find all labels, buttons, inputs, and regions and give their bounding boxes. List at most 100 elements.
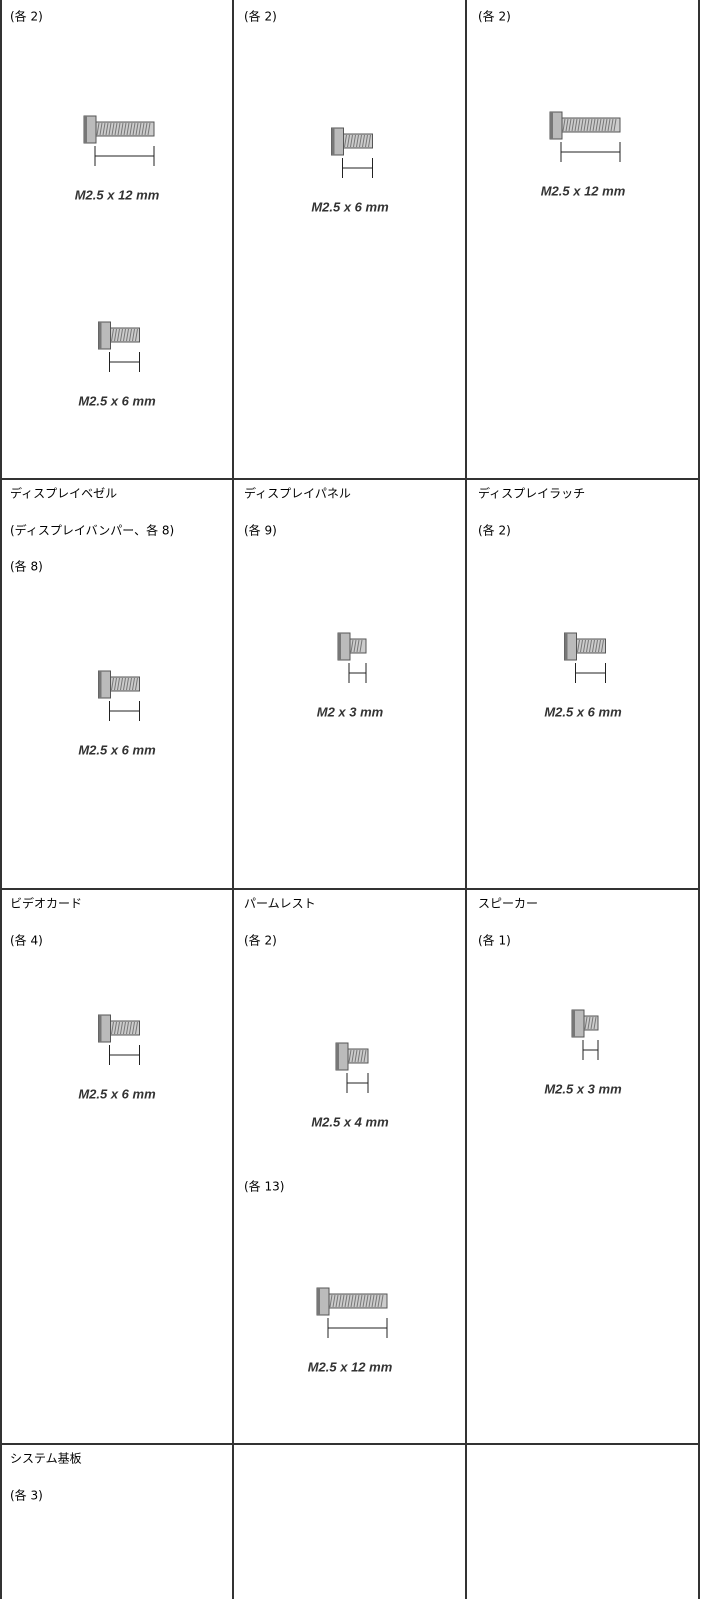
screw-icon	[335, 1042, 369, 1093]
screw-thread	[102, 122, 106, 136]
screw-thread	[138, 122, 142, 136]
screw-icon	[571, 1009, 599, 1060]
screw-thread	[126, 1021, 129, 1035]
screw-head-shade	[336, 1043, 339, 1070]
quantity-note: (各 9)	[244, 523, 277, 538]
screw-icon	[98, 321, 140, 372]
screw-head-shade	[331, 128, 335, 155]
screw-label: M2.5 x 6 mm	[311, 199, 389, 214]
screw-label: M2.5 x 6 mm	[78, 1086, 156, 1101]
screw-thread	[359, 639, 363, 653]
screw-thread	[374, 1294, 378, 1308]
cell-title: スピーカー	[478, 897, 538, 911]
screw-thread	[377, 1294, 381, 1308]
cell-title: システム基板	[10, 1452, 82, 1466]
screw-thread	[132, 328, 135, 342]
screw-label: M2.5 x 12 mm	[541, 183, 626, 198]
screw-thread	[595, 118, 599, 132]
screw-icon	[564, 632, 606, 683]
screw-thread	[144, 122, 148, 136]
screw-head-shade	[564, 633, 568, 660]
quantity-note: (各 2)	[10, 9, 43, 24]
screw-thread	[601, 118, 605, 132]
screw-label: M2.5 x 4 mm	[311, 1114, 389, 1129]
screw-thread	[356, 639, 360, 653]
screw-thread	[126, 677, 129, 691]
screw-thread	[583, 118, 587, 132]
screw-thread	[595, 639, 598, 653]
screw-icon	[337, 632, 367, 683]
cell-title: ディスプレイラッチ	[478, 486, 585, 501]
screw-thread	[589, 639, 592, 653]
quantity-note: (各 4)	[10, 933, 43, 948]
screw-thread	[348, 1049, 352, 1063]
screw-label: M2.5 x 3 mm	[544, 1081, 622, 1096]
screw-thread	[365, 134, 368, 148]
screw-thread	[120, 1021, 123, 1035]
screw-thread	[592, 639, 595, 653]
screw-thread	[610, 118, 614, 132]
quantity-note: (各 1)	[478, 933, 511, 948]
screw-thread	[335, 1294, 339, 1308]
quantity-note: (各 2)	[478, 523, 511, 538]
screw-head-shade	[338, 633, 341, 660]
quantity-note: (各 13)	[244, 1179, 284, 1194]
screw-thread	[368, 134, 371, 148]
screw-head-shade	[98, 1015, 102, 1042]
cell-title: ビデオカード	[10, 896, 82, 911]
screw-thread	[123, 122, 127, 136]
screw-thread	[365, 1294, 369, 1308]
screw-thread	[613, 118, 617, 132]
screw-head-shade	[84, 116, 87, 143]
screw-head-shade	[98, 322, 102, 349]
screw-thread	[577, 639, 580, 653]
screw-thread	[341, 1294, 345, 1308]
screw-thread	[380, 1294, 384, 1308]
screw-thread	[592, 118, 596, 132]
screw-thread	[356, 1294, 360, 1308]
screw-thread	[577, 118, 581, 132]
screw-thread	[344, 134, 347, 148]
cell-title: ディスプレイベゼル	[10, 486, 117, 501]
screw-thread	[607, 118, 611, 132]
screw-thread	[129, 1021, 132, 1035]
screw-thread	[129, 328, 132, 342]
screw-thread	[354, 1049, 358, 1063]
cell-title: パームレスト	[244, 897, 316, 911]
screw-label: M2.5 x 6 mm	[78, 393, 156, 408]
screw-thread	[359, 134, 362, 148]
screw-thread	[568, 118, 572, 132]
screw-thread	[598, 639, 601, 653]
screw-thread	[117, 1021, 120, 1035]
screw-thread	[117, 122, 121, 136]
screw-thread	[350, 134, 353, 148]
screw-thread	[356, 134, 359, 148]
screw-thread	[96, 122, 100, 136]
screw-thread	[120, 328, 123, 342]
screw-thread	[338, 1294, 342, 1308]
screw-thread	[583, 639, 586, 653]
screw-thread	[587, 1016, 591, 1030]
screw-thread	[147, 122, 151, 136]
screw-thread	[347, 134, 350, 148]
screw-thread	[114, 1021, 117, 1035]
screw-thread	[604, 118, 608, 132]
screw-thread	[362, 1294, 366, 1308]
screw-thread	[574, 118, 578, 132]
screw-thread	[362, 134, 365, 148]
screw-thread	[562, 118, 566, 132]
screw-thread	[332, 1294, 336, 1308]
screw-thread	[571, 118, 575, 132]
screw-icon	[331, 127, 373, 178]
screw-thread	[586, 118, 590, 132]
cell-title: ディスプレイパネル	[244, 486, 351, 501]
quantity-note: (各 3)	[10, 1488, 43, 1503]
screw-label: M2.5 x 12 mm	[75, 187, 160, 202]
quantity-note: (各 8)	[10, 559, 43, 574]
screw-thread	[135, 328, 138, 342]
screw-thread	[99, 122, 103, 136]
screw-icon	[98, 670, 140, 721]
screw-thread	[114, 328, 117, 342]
screw-thread	[598, 118, 602, 132]
